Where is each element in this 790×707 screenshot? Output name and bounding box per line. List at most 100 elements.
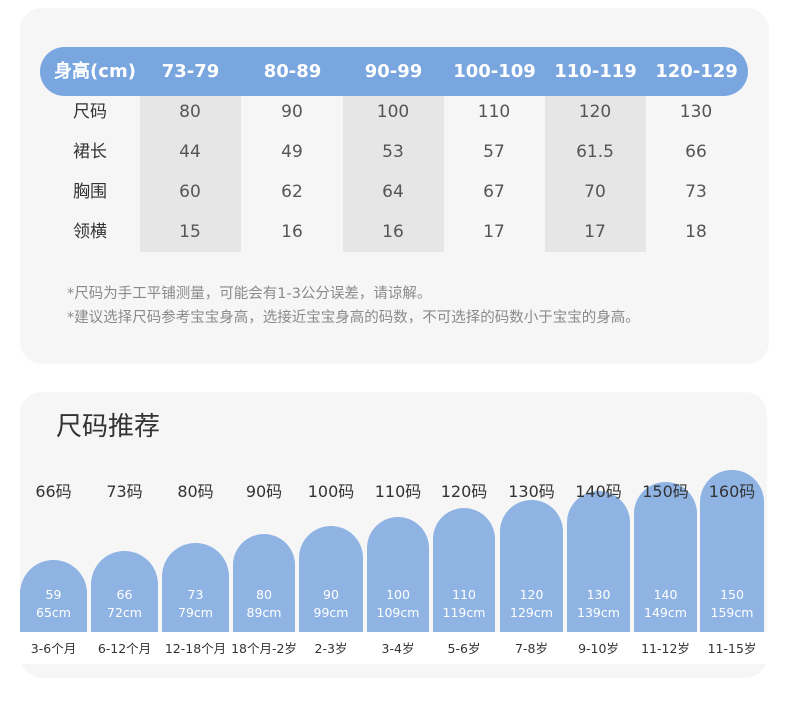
bar-height-min: 90 — [323, 586, 339, 602]
size-label: 150码 — [642, 482, 689, 501]
age-label: 3-4岁 — [381, 641, 415, 656]
row-label: 尺码 — [73, 102, 107, 122]
row-label: 领横 — [73, 222, 107, 242]
size-bar: 80 89cm — [233, 533, 295, 632]
size-bar: 150 159cm — [700, 470, 764, 632]
table-cell: 17 — [584, 222, 606, 242]
table-header: 身高(cm) 73-79 80-89 90-99 100-109 110-119 120-… — [40, 47, 748, 96]
bar-height-max: 99cm — [313, 604, 349, 620]
header-height-1: 80-89 — [263, 61, 322, 82]
bar-height-max: 129cm — [510, 604, 553, 620]
bar-height-min: 130 — [586, 586, 611, 602]
age-label: 6-12个月 — [97, 641, 152, 656]
size-bar: 100 109cm — [367, 516, 429, 632]
age-label: 5-6岁 — [447, 641, 481, 656]
table-cell: 70 — [584, 182, 606, 202]
size-bar: 120 129cm — [500, 499, 563, 632]
bar-height-min: 73 — [187, 586, 204, 602]
age-label: 9-10岁 — [578, 641, 619, 656]
table-cell: 53 — [382, 142, 404, 162]
bar-height-min: 140 — [653, 586, 678, 602]
size-bar: 90 99cm — [299, 525, 363, 632]
table-row: 尺码 80 90 100 110 120 130 — [40, 95, 748, 129]
bar-height-max: 139cm — [577, 604, 620, 620]
table-cell: 16 — [281, 222, 303, 242]
bar-height-min: 120 — [519, 586, 544, 602]
bar-height-max: 119cm — [442, 604, 486, 620]
table-cell: 120 — [578, 102, 612, 122]
table-cell: 16 — [382, 222, 404, 242]
table-cell: 15 — [179, 222, 201, 242]
size-label: 120码 — [440, 482, 488, 501]
header-height-2: 90-99 — [364, 61, 423, 82]
bar-height-max: 109cm — [376, 604, 420, 620]
header-height-label: 身高(cm) — [54, 61, 136, 82]
bar-height-max: 159cm — [710, 605, 754, 620]
size-label: 140码 — [575, 482, 622, 501]
age-label: 3-6个月 — [30, 641, 77, 656]
age-label: 7-8岁 — [515, 641, 548, 656]
size-label: 110码 — [374, 482, 422, 501]
size-label: 73码 — [106, 482, 143, 501]
table-cell: 61.5 — [576, 142, 614, 162]
bar-height-min: 110 — [452, 586, 476, 602]
table-cell: 110 — [477, 102, 511, 122]
table-row: 胸围 60 62 64 67 70 73 — [40, 175, 748, 209]
column-shade — [140, 92, 241, 252]
table-cell: 62 — [281, 182, 303, 202]
header-height-5: 120-129 — [655, 61, 738, 82]
table-cell: 49 — [281, 142, 303, 162]
note-measurement: *尺码为手工平铺测量，可能会有1-3公分误差，请谅解。 — [67, 286, 432, 302]
header-height-0: 73-79 — [161, 61, 220, 82]
row-label: 裙长 — [73, 142, 107, 162]
bar-height-min: 66 — [116, 587, 133, 602]
age-label: 11-12岁 — [641, 641, 690, 656]
size-bar: 110 119cm — [433, 507, 495, 632]
bar-height-min: 100 — [386, 586, 410, 602]
note-size-advice: *建议选择尺码参考宝宝身高，选接近宝宝身高的码数，不可选择的码数小于宝宝的身高。 — [67, 310, 640, 326]
header-height-4: 110-119 — [554, 61, 637, 82]
bar-height-min: 150 — [720, 587, 744, 602]
table-cell: 100 — [376, 102, 410, 122]
size-label: 90码 — [245, 482, 283, 501]
size-bar: 59 65cm — [20, 560, 87, 632]
column-shade — [343, 92, 444, 252]
bar-height-max: 89cm — [246, 604, 282, 620]
bar-height-max: 79cm — [178, 604, 213, 620]
bar-height-max: 72cm — [107, 605, 142, 620]
table-cell: 73 — [685, 182, 707, 202]
size-bar: 66 72cm — [91, 551, 158, 632]
table-cell: 18 — [685, 222, 707, 242]
table-cell: 44 — [179, 142, 201, 162]
column-shade — [545, 92, 646, 252]
size-label: 130码 — [508, 482, 555, 501]
size-bar: 73 79cm — [162, 542, 229, 632]
table-cell: 67 — [483, 182, 505, 202]
size-bar: 140 149cm — [634, 481, 697, 632]
table-cell: 64 — [382, 182, 404, 202]
table-cell: 80 — [179, 102, 201, 122]
recommend-title: 尺码推荐 — [56, 412, 161, 442]
bar-height-max: 149cm — [644, 604, 687, 620]
age-label: 12-18个月 — [164, 641, 227, 656]
age-label: 18个月-2岁 — [231, 641, 297, 656]
row-label: 胸围 — [73, 182, 107, 202]
size-label: 66码 — [35, 482, 72, 501]
table-cell: 130 — [679, 102, 713, 122]
size-label: 160码 — [708, 482, 756, 501]
bar-height-max: 65cm — [36, 605, 71, 620]
table-cell: 90 — [281, 102, 303, 122]
size-label: 80码 — [177, 482, 214, 501]
age-strip — [20, 632, 767, 664]
table-row: 裙长 44 49 53 57 61.5 66 — [40, 135, 748, 169]
header-height-3: 100-109 — [453, 61, 536, 82]
table-cell: 66 — [685, 142, 707, 162]
table-row: 领横 15 16 16 17 17 18 — [40, 215, 748, 249]
table-cell: 17 — [483, 222, 505, 242]
age-label: 2-3岁 — [314, 641, 348, 656]
age-label: 11-15岁 — [707, 641, 757, 656]
size-label: 100码 — [307, 482, 355, 501]
table-cell: 57 — [483, 142, 505, 162]
table-cell: 60 — [179, 182, 201, 202]
bar-height-min: 80 — [256, 586, 272, 602]
